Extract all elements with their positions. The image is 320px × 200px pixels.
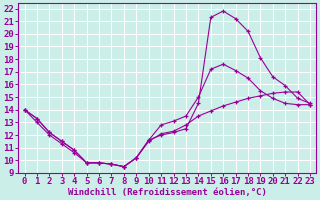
X-axis label: Windchill (Refroidissement éolien,°C): Windchill (Refroidissement éolien,°C) xyxy=(68,188,267,197)
